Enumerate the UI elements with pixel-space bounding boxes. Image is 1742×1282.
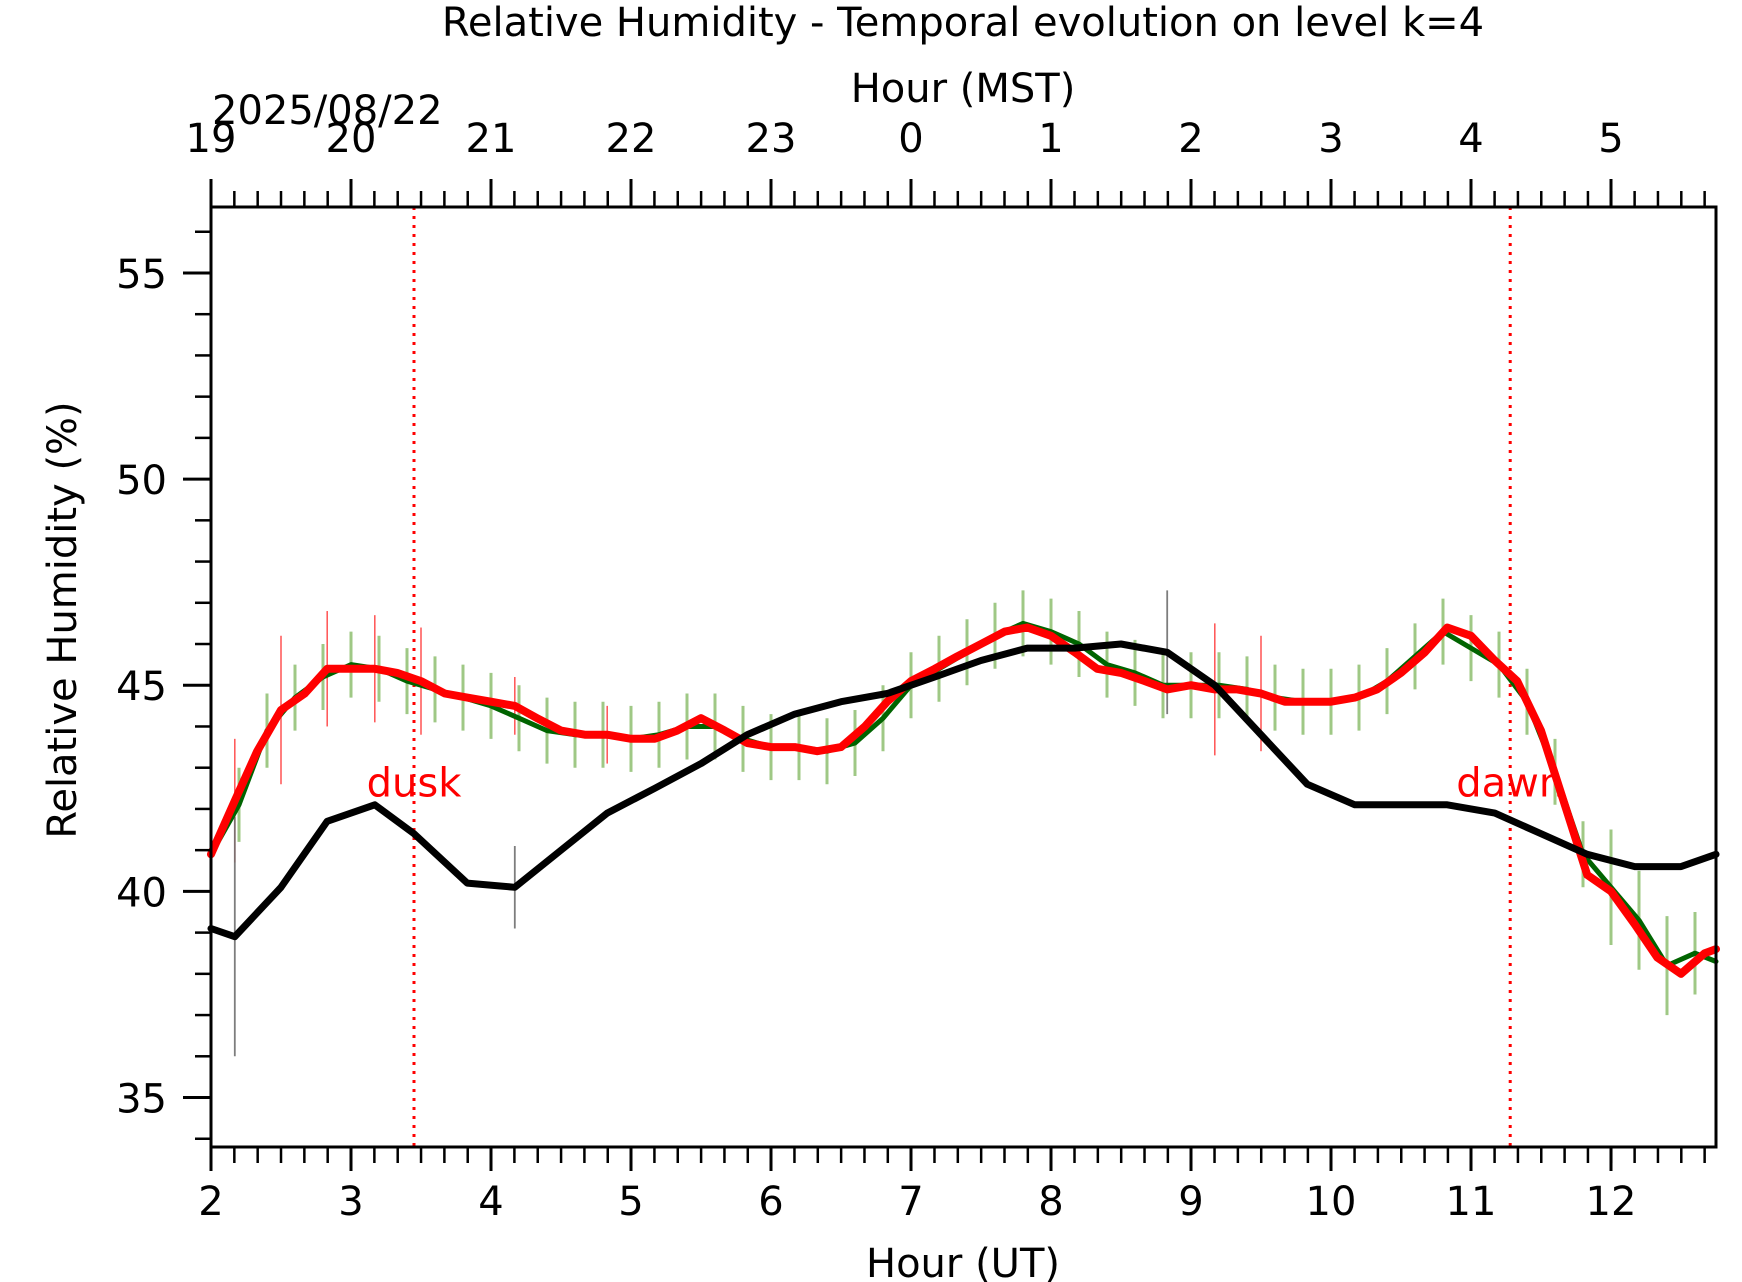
- top-axis-label: Hour (MST): [851, 66, 1076, 112]
- top-tick-label: 5: [1598, 116, 1623, 162]
- x-tick-label: 10: [1306, 1179, 1357, 1225]
- y-tick-label: 45: [116, 664, 167, 710]
- y-tick-label: 55: [116, 252, 167, 298]
- chart-title: Relative Humidity - Temporal evolution o…: [442, 0, 1484, 46]
- series-line: [207, 623, 1720, 978]
- top-tick-label: 23: [746, 116, 797, 162]
- series-line: [207, 640, 1720, 941]
- x-tick-label: 2: [198, 1179, 223, 1225]
- y-tick-label: 35: [116, 1077, 167, 1123]
- x-tick-label: 5: [618, 1179, 643, 1225]
- x-tick-label: 11: [1446, 1179, 1497, 1225]
- series-lines: [207, 620, 1720, 978]
- y-tick-label: 40: [116, 870, 167, 916]
- x-tick-label: 9: [1178, 1179, 1203, 1225]
- annotation-layer: dusk dawn: [367, 207, 1564, 1147]
- top-tick-label: 19: [186, 116, 237, 162]
- x-tick-label: 8: [1038, 1179, 1063, 1225]
- top-tick-label: 20: [326, 116, 377, 162]
- top-tick-label: 3: [1318, 116, 1343, 162]
- date-label: 2025/08/22: [212, 88, 443, 134]
- y-tick-label: 50: [116, 458, 167, 504]
- x-tick-label: 3: [338, 1179, 363, 1225]
- top-tick-label: 22: [606, 116, 657, 162]
- x-tick-label: 4: [478, 1179, 503, 1225]
- top-tick-label: 2: [1178, 116, 1203, 162]
- x-axis-label: Hour (UT): [866, 1241, 1060, 1282]
- y-axis-label: Relative Humidity (%): [40, 401, 86, 838]
- x-tick-label: 12: [1586, 1179, 1637, 1225]
- top-tick-label: 1: [1038, 116, 1063, 162]
- plot-frame: [209, 205, 1718, 1149]
- dusk-label: dusk: [367, 761, 463, 807]
- top-tick-label: 4: [1458, 116, 1483, 162]
- x-tick-label: 6: [758, 1179, 783, 1225]
- top-tick-label: 0: [898, 116, 923, 162]
- x-tick-label: 7: [898, 1179, 923, 1225]
- top-tick-label: 21: [466, 116, 517, 162]
- dawn-label: dawn: [1456, 761, 1564, 807]
